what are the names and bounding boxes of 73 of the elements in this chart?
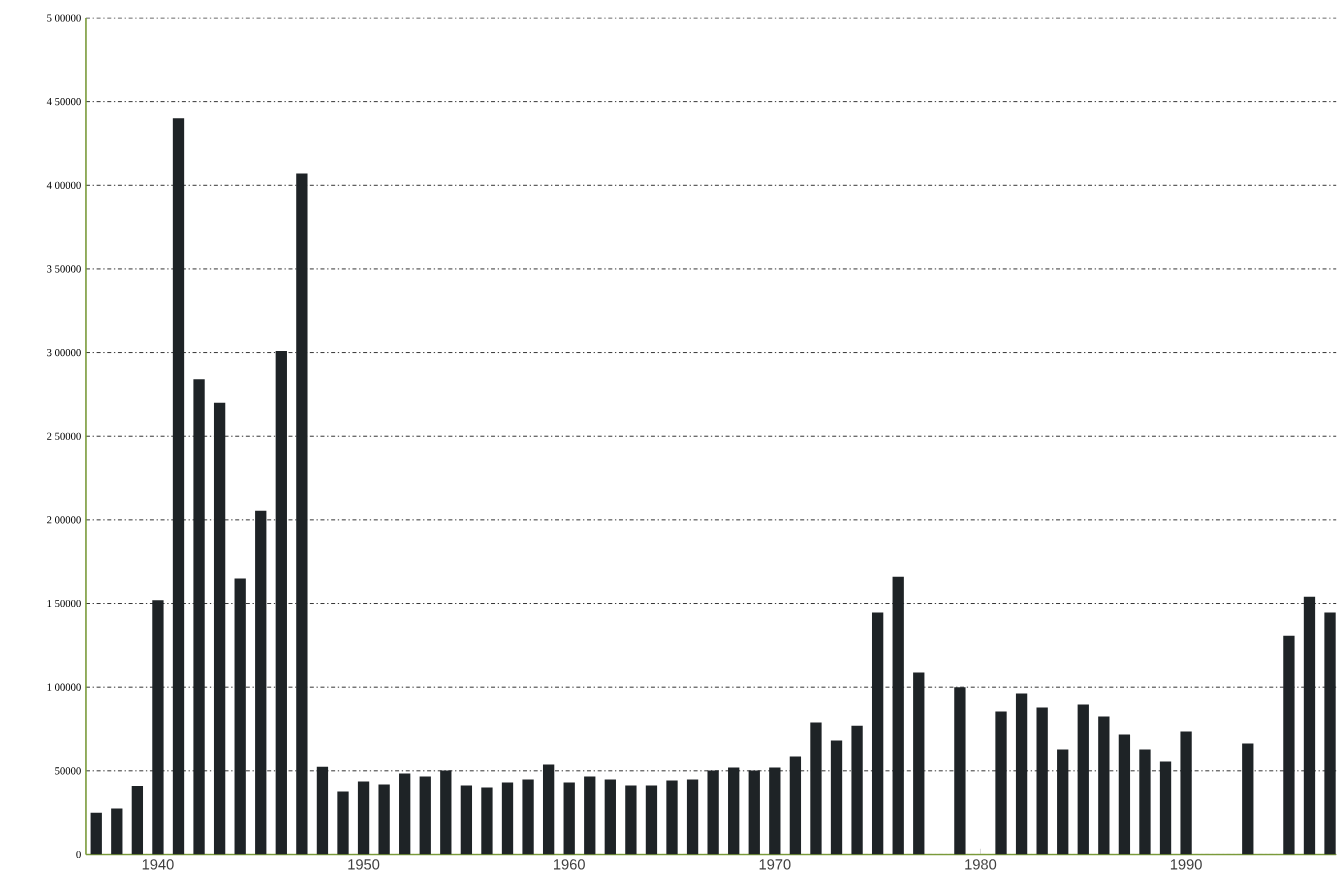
x-tick-label: 1970 — [759, 858, 791, 870]
bar — [131, 785, 144, 855]
bar — [810, 722, 822, 855]
bar — [1242, 743, 1254, 855]
bar — [954, 686, 966, 855]
y-tick-label: 50000 — [55, 767, 81, 775]
bar — [995, 711, 1007, 855]
y-tick-label: 4 50000 — [46, 97, 81, 106]
bar — [666, 780, 678, 855]
bar — [501, 782, 514, 855]
bar — [378, 784, 390, 855]
bar — [111, 808, 123, 855]
bar — [625, 785, 637, 855]
bar — [213, 402, 226, 855]
bar — [1324, 612, 1336, 855]
bar — [851, 725, 863, 855]
bar — [399, 773, 411, 855]
bar — [90, 812, 102, 855]
x-tick-label: 1960 — [554, 858, 585, 870]
bar — [255, 510, 267, 855]
bar — [1036, 707, 1048, 855]
bar — [460, 785, 473, 855]
y-tick-label: 3 50000 — [47, 265, 81, 273]
bar — [481, 787, 493, 855]
bar — [769, 767, 781, 855]
bar — [892, 576, 904, 855]
bar — [172, 118, 185, 855]
bar — [563, 782, 575, 855]
bar — [1159, 761, 1172, 855]
bar — [686, 779, 699, 855]
y-tick-label: 2 00000 — [47, 516, 81, 524]
x-tick-label: 1980 — [965, 858, 997, 870]
bar — [419, 776, 431, 855]
bar — [1098, 716, 1110, 855]
bar — [1057, 749, 1069, 855]
x-tick-label: 1950 — [348, 858, 380, 870]
y-tick-label: 1 00000 — [47, 683, 81, 691]
bar — [152, 599, 164, 855]
bar — [1077, 704, 1089, 855]
bar — [522, 779, 534, 855]
bar — [913, 672, 925, 855]
bar — [1303, 596, 1316, 855]
bar — [337, 791, 349, 855]
bar — [1180, 731, 1192, 855]
bar — [830, 740, 843, 855]
bar — [296, 173, 308, 855]
y-tick-label: 5 00000 — [47, 14, 81, 22]
bar — [1118, 734, 1131, 855]
bar — [193, 379, 205, 855]
x-tick-label: 1940 — [142, 858, 174, 870]
bar — [440, 770, 452, 855]
y-tick-label: 0 — [76, 850, 81, 858]
bar — [728, 767, 740, 855]
bar — [707, 770, 719, 855]
bar — [789, 756, 802, 855]
bar — [871, 612, 884, 855]
bar — [234, 578, 246, 855]
bar — [1015, 693, 1028, 855]
bar — [1283, 635, 1295, 855]
bar — [542, 764, 555, 855]
y-tick-label: 1 50000 — [47, 599, 81, 607]
y-tick-label: 4 00000 — [46, 181, 81, 189]
bar — [275, 350, 287, 855]
bar — [316, 766, 329, 855]
y-tick-label: 3 00000 — [47, 348, 81, 356]
bar — [645, 785, 658, 855]
y-tick-label: 2 50000 — [47, 432, 81, 440]
x-tick-label: 1990 — [1170, 858, 1202, 870]
bar — [1139, 749, 1151, 855]
bar — [584, 776, 596, 855]
bar — [604, 779, 616, 855]
bar — [748, 770, 760, 855]
bar — [357, 781, 370, 855]
